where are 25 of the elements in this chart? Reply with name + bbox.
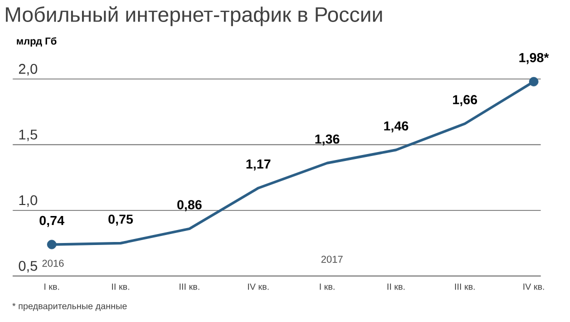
x-tick-label: III кв.	[180, 284, 200, 290]
chart-title: Мобильный интернет-трафик в России	[6, 6, 382, 26]
x-tick-label: II кв.	[387, 284, 405, 290]
y-axis-title: млрд Гб	[16, 37, 56, 47]
x-tick-label: III кв.	[455, 284, 475, 290]
data-label: 0,75	[108, 214, 133, 226]
y-tick-label: 1,0	[19, 195, 38, 207]
data-label: 1,98*	[519, 53, 549, 64]
data-label: 1,66	[453, 95, 478, 106]
data-label: 1,36	[315, 134, 340, 146]
x-tick-label: IV кв.	[523, 284, 544, 290]
data-label: 1,46	[384, 121, 408, 132]
y-tick-label: 0,5	[18, 260, 38, 272]
data-label: 0,86	[177, 200, 202, 212]
x-tick-label: I кв.	[320, 284, 334, 290]
data-label: 1,17	[246, 160, 270, 171]
y-tick-label: 2,0	[18, 64, 38, 76]
text: * предварительные данные	[12, 302, 127, 312]
x-tick-label: II кв.	[112, 284, 130, 290]
y-tick-label: 1,5	[19, 130, 38, 142]
annotation: 2017	[321, 256, 343, 263]
x-tick-label: I кв.	[44, 284, 60, 290]
annotation: 2016	[42, 260, 64, 267]
x-tick-label: IV кв.	[248, 284, 269, 290]
data-label: 0,74	[40, 216, 64, 227]
